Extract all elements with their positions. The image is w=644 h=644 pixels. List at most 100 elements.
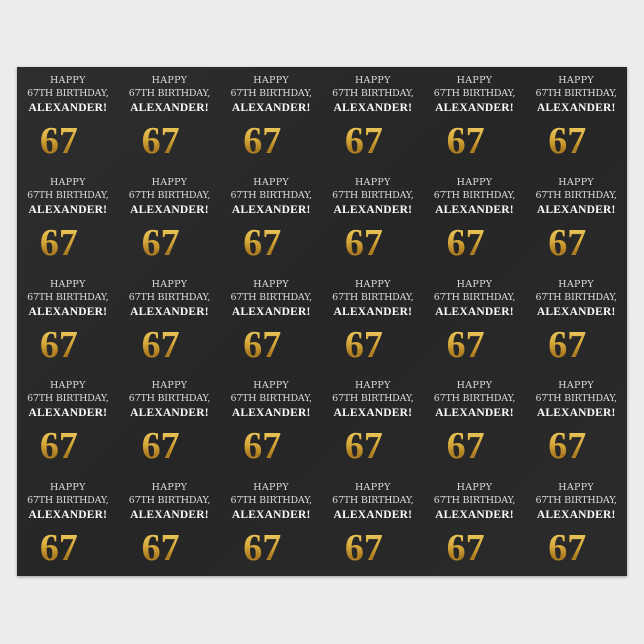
birthday-tile: HAPPY 67TH BIRTHDAY, ALEXANDER! 67th [424,271,526,373]
birthday-tile: HAPPY 67TH BIRTHDAY, ALEXANDER! 67th [220,67,322,169]
birthday-tile: HAPPY 67TH BIRTHDAY, ALEXANDER! 67th [119,67,221,169]
age-suffix: th [77,229,96,252]
age-number: 67th [525,121,627,161]
age-suffix: th [484,535,503,558]
recipient-name: ALEXANDER! [435,407,514,420]
birthday-tile: HAPPY 67TH BIRTHDAY, ALEXANDER! 67th [220,169,322,271]
birthday-tile: HAPPY 67TH BIRTHDAY, ALEXANDER! 67th [119,474,221,576]
age-number: 67th [424,121,526,161]
birthday-tile: HAPPY 67TH BIRTHDAY, ALEXANDER! 67th [17,271,119,373]
greeting-birthday: 67TH BIRTHDAY, [128,189,211,201]
greeting-happy: HAPPY [253,482,289,494]
greeting-happy: HAPPY [456,482,493,494]
greeting-happy: HAPPY [151,278,188,290]
age-digits: 67 [344,527,383,570]
recipient-name: ALEXANDER! [231,305,311,318]
age-number: 67th [119,121,221,161]
greeting-happy: HAPPY [49,75,86,86]
age-digits: 67 [243,425,282,468]
birthday-tile: HAPPY 67TH BIRTHDAY, ALEXANDER! 67th [322,271,424,373]
age-suffix: th [179,229,198,252]
age-digits: 67 [141,221,180,264]
age-number: 67th [17,426,119,466]
age-number: 67th [119,528,221,568]
age-digits: 67 [141,527,180,570]
greeting-happy: HAPPY [253,380,289,392]
age-digits: 67 [548,425,587,468]
recipient-name: ALEXANDER! [435,203,514,216]
greeting-happy: HAPPY [354,75,391,86]
age-suffix: th [382,331,401,354]
birthday-tile: HAPPY 67TH BIRTHDAY, ALEXANDER! 67th [322,67,424,169]
recipient-name: ALEXANDER! [333,102,413,114]
greeting-happy: HAPPY [456,176,493,188]
age-number: 67th [119,426,221,466]
age-number: 67th [17,121,119,161]
birthday-tile: HAPPY 67TH BIRTHDAY, ALEXANDER! 67th [525,67,627,169]
recipient-name: ALEXANDER! [231,407,311,420]
greeting-happy: HAPPY [151,380,188,392]
age-suffix: th [77,433,96,456]
greeting-happy: HAPPY [49,482,86,494]
greeting-happy: HAPPY [253,176,289,188]
birthday-tile: HAPPY 67TH BIRTHDAY, ALEXANDER! 67th [322,474,424,576]
age-digits: 67 [243,323,282,366]
recipient-name: ALEXANDER! [231,203,311,216]
age-suffix: th [484,229,503,252]
age-suffix: th [179,535,198,558]
greeting-happy: HAPPY [456,75,493,86]
greeting-birthday: 67TH BIRTHDAY, [27,189,109,201]
recipient-name: ALEXANDER! [28,509,108,522]
recipient-name: ALEXANDER! [536,509,616,522]
age-digits: 67 [344,425,383,468]
greeting-happy: HAPPY [354,380,391,392]
greeting-happy: HAPPY [49,380,86,392]
age-number: 67th [119,223,221,263]
age-suffix: th [281,128,300,150]
age-suffix: th [586,229,605,252]
age-digits: 67 [446,323,485,366]
greeting-birthday: 67TH BIRTHDAY, [433,88,516,99]
greeting-birthday: 67TH BIRTHDAY, [27,393,109,405]
age-number: 67th [424,325,526,365]
greeting-birthday: 67TH BIRTHDAY, [433,189,516,201]
age-number: 67th [220,223,322,263]
age-suffix: th [484,433,503,456]
recipient-name: ALEXANDER! [536,407,616,420]
recipient-name: ALEXANDER! [28,203,108,216]
age-number: 67th [17,528,119,568]
greeting-birthday: 67TH BIRTHDAY, [230,495,312,507]
age-suffix: th [484,128,503,150]
age-number: 67th [119,325,221,365]
greeting-birthday: 67TH BIRTHDAY, [332,393,414,405]
greeting-birthday: 67TH BIRTHDAY, [332,88,414,99]
age-digits: 67 [39,425,78,468]
age-number: 67th [322,121,424,161]
age-number: 67th [525,528,627,568]
age-digits: 67 [141,425,180,468]
age-digits: 67 [344,221,383,264]
age-digits: 67 [141,120,180,162]
age-number: 67th [322,528,424,568]
age-suffix: th [382,128,401,150]
greeting-birthday: 67TH BIRTHDAY, [27,88,109,99]
birthday-tile: HAPPY 67TH BIRTHDAY, ALEXANDER! 67th [17,372,119,474]
greeting-birthday: 67TH BIRTHDAY, [535,189,617,201]
birthday-tile: HAPPY 67TH BIRTHDAY, ALEXANDER! 67th [424,474,526,576]
greeting-happy: HAPPY [354,278,391,290]
birthday-tile: HAPPY 67TH BIRTHDAY, ALEXANDER! 67th [525,271,627,373]
recipient-name: ALEXANDER! [536,203,616,216]
birthday-tile: HAPPY 67TH BIRTHDAY, ALEXANDER! 67th [17,67,119,169]
age-number: 67th [525,325,627,365]
recipient-name: ALEXANDER! [536,305,616,318]
greeting-happy: HAPPY [151,75,188,86]
age-number: 67th [424,223,526,263]
greeting-birthday: 67TH BIRTHDAY, [27,291,109,303]
birthday-tile: HAPPY 67TH BIRTHDAY, ALEXANDER! 67th [525,474,627,576]
age-number: 67th [17,223,119,263]
greeting-happy: HAPPY [354,176,391,188]
birthday-tile: HAPPY 67TH BIRTHDAY, ALEXANDER! 67th [220,271,322,373]
greeting-birthday: 67TH BIRTHDAY, [230,189,312,201]
birthday-tile: HAPPY 67TH BIRTHDAY, ALEXANDER! 67th [17,474,119,576]
age-number: 67th [220,528,322,568]
